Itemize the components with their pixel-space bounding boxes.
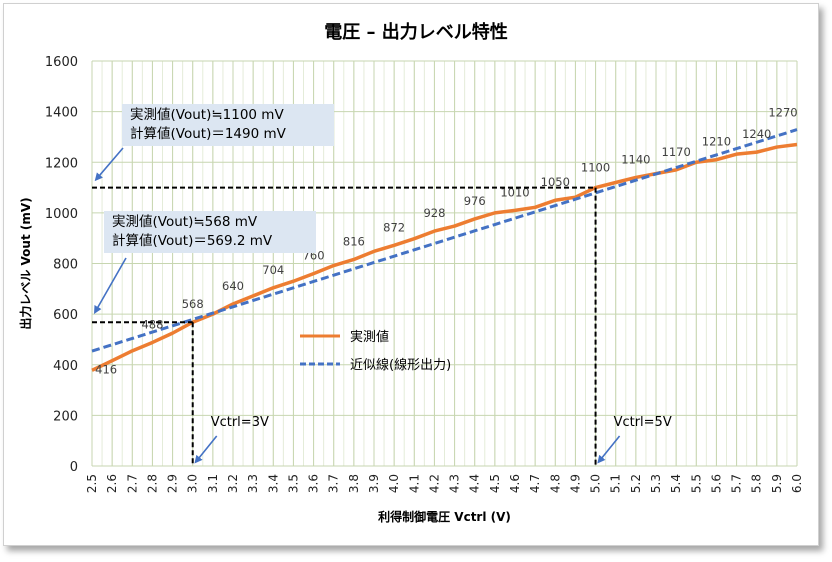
data-label: 816: [343, 234, 365, 248]
x-tick-label: 5.0: [589, 474, 603, 493]
data-label: 928: [423, 206, 445, 220]
reference-arrow: [194, 435, 218, 464]
x-tick-label: 6.0: [790, 474, 804, 493]
x-tick-label: 4.7: [528, 474, 542, 493]
data-label: 568: [182, 297, 204, 311]
callout-3v-arrow: [94, 257, 127, 314]
x-tick-label: 4.1: [407, 474, 421, 493]
data-label: 1010: [500, 185, 529, 199]
y-tick-label: 1600: [45, 55, 78, 70]
callout-5v-arrow: [94, 147, 124, 182]
x-tick-label: 5.4: [669, 474, 683, 493]
reference-label: Vctrl=3V: [211, 415, 269, 430]
y-tick-label: 1400: [45, 106, 78, 121]
x-tick-label: 3.3: [246, 474, 260, 493]
x-tick-label: 5.6: [709, 474, 723, 493]
x-tick-label: 3.1: [206, 474, 220, 493]
y-tick-label: 0: [70, 460, 78, 475]
data-label: 416: [95, 363, 117, 377]
x-tick-label: 2.6: [105, 474, 119, 493]
x-tick-label: 5.9: [770, 474, 784, 493]
x-tick-label: 3.8: [347, 474, 361, 493]
x-tick-label: 4.2: [427, 474, 441, 493]
x-tick-label: 4.0: [387, 474, 401, 493]
data-label: 1240: [742, 127, 771, 141]
legend-measured-label: 実測値: [350, 329, 389, 345]
x-tick-label: 5.7: [730, 474, 744, 493]
x-tick-label: 5.3: [649, 474, 663, 493]
data-label: 1210: [702, 135, 731, 149]
data-label: 976: [464, 194, 486, 208]
reference-label: Vctrl=5V: [614, 415, 672, 430]
reference-arrow: [597, 435, 621, 464]
x-tick-label: 3.7: [327, 474, 341, 493]
callout-3v-line1: 実測値(Vout)≒568 mV: [112, 214, 258, 230]
series-linear-fit-line: [91, 128, 798, 353]
x-tick-label: 5.1: [609, 474, 623, 493]
x-tick-label: 3.0: [186, 474, 200, 493]
y-tick-label: 200: [53, 409, 78, 424]
x-tick-label: 2.8: [145, 474, 159, 493]
callout-5v: 実測値(Vout)≒1100 mV 計算値(Vout)＝1490 mV: [122, 104, 334, 146]
y-tick-label: 1000: [45, 207, 78, 222]
x-tick-label: 5.5: [689, 474, 703, 493]
data-label: 1140: [621, 152, 650, 166]
data-label: 1050: [541, 175, 570, 189]
callout-3v: 実測値(Vout)≒568 mV 計算値(Vout)＝569.2 mV: [104, 211, 316, 253]
legend-fit-label: 近似線(線形出力): [350, 357, 451, 373]
chart-title: 電圧 – 出力レベル特性: [324, 22, 508, 43]
x-tick-label: 4.6: [508, 474, 522, 493]
callout-5v-line2: 計算値(Vout)＝1490 mV: [130, 126, 286, 142]
y-tick-label: 400: [53, 359, 78, 374]
data-label: 704: [262, 263, 284, 277]
x-tick-label: 4.5: [488, 474, 502, 493]
x-tick-label: 3.5: [286, 474, 300, 493]
x-tick-label: 5.2: [629, 474, 643, 493]
callout-3v-line2: 計算値(Vout)＝569.2 mV: [112, 233, 273, 249]
x-tick-label: 4.9: [568, 474, 582, 493]
data-label: 872: [383, 220, 405, 234]
x-tick-label: 3.2: [226, 474, 240, 493]
x-tick-label: 3.9: [367, 474, 381, 493]
data-label: 1100: [581, 161, 610, 175]
x-tick-label: 4.8: [548, 474, 562, 493]
callout-5v-line1: 実測値(Vout)≒1100 mV: [130, 107, 284, 123]
y-axis-title: 出力レベル Vout (mV): [18, 197, 33, 329]
x-tick-label: 5.8: [750, 474, 764, 493]
data-label: 488: [141, 317, 163, 331]
data-label: 1270: [768, 106, 797, 120]
x-tick-label: 2.9: [166, 474, 180, 493]
x-tick-label: 4.3: [448, 474, 462, 493]
x-axis-title: 利得制御電圧 Vctrl (V): [378, 509, 511, 524]
y-tick-label: 800: [53, 258, 78, 273]
x-tick-label: 3.4: [266, 474, 280, 493]
chart-frame: [3, 3, 819, 546]
x-tick-label: 2.7: [125, 474, 139, 493]
x-tick-label: 3.6: [307, 474, 321, 493]
y-tick-label: 1200: [45, 156, 78, 171]
data-label: 640: [222, 279, 244, 293]
data-label: 1170: [662, 145, 691, 159]
y-tick-label: 600: [53, 308, 78, 323]
x-tick-label: 2.5: [85, 474, 99, 493]
x-tick-label: 4.4: [468, 474, 482, 493]
